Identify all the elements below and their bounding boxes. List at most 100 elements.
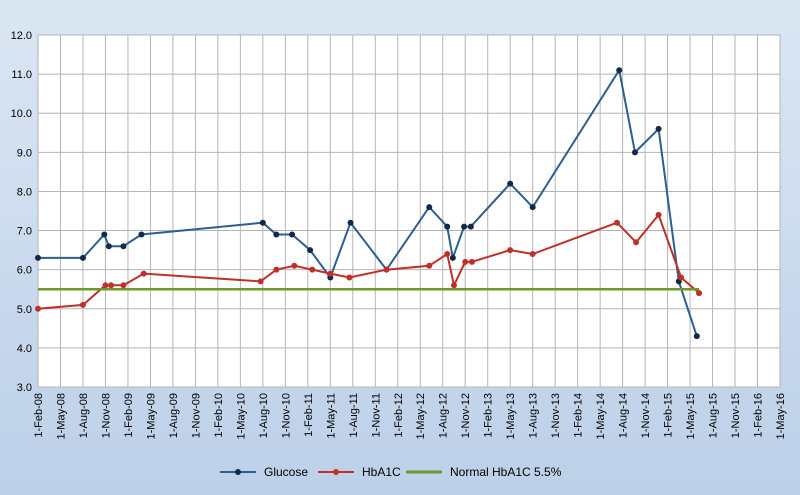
data-point-hba1c: [102, 282, 109, 289]
x-tick-label: 1-Aug-14: [618, 393, 630, 438]
y-tick-label: 8.0: [17, 186, 32, 198]
data-point-hba1c: [327, 270, 334, 277]
series-markers: [35, 67, 703, 340]
data-point-glucose: [655, 125, 662, 132]
y-tick-label: 11.0: [11, 69, 32, 81]
y-tick-label: 6.0: [17, 265, 32, 277]
data-point-glucose: [101, 231, 108, 238]
y-tick-label: 4.0: [17, 343, 32, 355]
gridlines: [37, 34, 781, 388]
x-tick-label: 1-Aug-13: [528, 393, 540, 438]
data-point-glucose: [307, 247, 314, 254]
data-point-hba1c: [655, 211, 662, 218]
x-tick-label: 1-May-08: [55, 393, 67, 439]
x-tick-label: 1-Feb-11: [303, 393, 315, 437]
legend-swatch-normal-hba1c: [406, 470, 442, 474]
x-tick-label: 1-Aug-08: [78, 393, 90, 438]
data-point-glucose: [444, 223, 451, 230]
legend-label-glucose: Glucose: [264, 465, 309, 479]
legend-swatch-hba1c: [318, 469, 354, 475]
x-tick-label: 1-Aug-15: [708, 393, 720, 438]
x-tick-label: 1-Feb-08: [33, 393, 45, 438]
y-tick-label: 7.0: [17, 226, 32, 238]
data-point-hba1c: [468, 258, 475, 265]
y-tick-label: 9.0: [17, 147, 32, 159]
x-tick-label: 1-Nov-09: [190, 393, 202, 438]
x-tick-label: 1-Nov-13: [550, 393, 562, 438]
x-tick-label: 1-Aug-11: [348, 393, 360, 437]
y-tick-label: 12.0: [11, 30, 32, 42]
chart-legend: Glucose HbA1C Normal HbA1C 5.5%: [0, 460, 800, 484]
data-point-hba1c: [383, 266, 390, 273]
data-point-glucose: [616, 67, 623, 74]
data-point-hba1c: [529, 251, 536, 258]
data-point-hba1c: [108, 282, 115, 289]
legend-swatch-glucose: [220, 469, 256, 475]
data-point-hba1c: [426, 262, 433, 269]
x-tick-label: 1-Feb-14: [573, 393, 585, 438]
x-tick-label: 1-May-09: [145, 393, 157, 439]
x-tick-label: 1-Nov-14: [640, 393, 652, 438]
data-point-hba1c: [613, 219, 620, 226]
data-point-hba1c: [79, 301, 86, 308]
data-point-hba1c: [140, 270, 147, 277]
data-point-glucose: [461, 223, 468, 230]
data-point-glucose: [631, 149, 638, 156]
data-point-hba1c: [346, 274, 353, 281]
data-point-glucose: [289, 231, 296, 238]
data-point-glucose: [426, 204, 433, 211]
legend-label-hba1c: HbA1C: [362, 465, 401, 479]
x-axis-ticks: 1-Feb-08 1-May-08 1-Aug-08 1-Nov-08 1-Feb-09…: [33, 393, 787, 439]
x-tick-label: 1-May-16: [775, 393, 787, 439]
legend-label-normal-hba1c: Normal HbA1C 5.5%: [450, 465, 562, 479]
x-tick-label: 1-Feb-09: [123, 393, 135, 438]
x-tick-label: 1-Feb-15: [663, 393, 675, 438]
x-tick-label: 1-May-13: [505, 393, 517, 439]
data-point-hba1c: [257, 278, 264, 285]
data-point-hba1c: [444, 251, 451, 258]
y-tick-label: 3.0: [17, 382, 32, 394]
x-tick-label: 1-Feb-16: [753, 393, 765, 438]
x-tick-label: 1-May-12: [415, 393, 427, 439]
data-point-hba1c: [678, 274, 685, 281]
data-point-hba1c: [273, 266, 280, 273]
plot-area: [37, 34, 781, 388]
data-point-glucose: [529, 204, 536, 211]
data-point-hba1c: [291, 262, 298, 269]
data-point-hba1c: [309, 266, 316, 273]
data-point-glucose: [273, 231, 280, 238]
data-point-glucose: [507, 180, 514, 187]
x-tick-label: 1-May-11: [325, 393, 337, 439]
x-tick-label: 1-Nov-11: [370, 393, 382, 437]
x-tick-label: 1-Nov-08: [100, 393, 112, 438]
data-point-hba1c: [120, 282, 127, 289]
y-axis-ticks: 3.0 4.0 5.0 6.0 7.0 8.0 9.0 10.0 11.0 12.0: [11, 30, 32, 394]
data-point-glucose: [79, 254, 86, 261]
x-tick-label: 1-Feb-12: [393, 393, 405, 438]
data-point-glucose: [138, 231, 145, 238]
data-point-glucose: [449, 254, 456, 261]
x-tick-label: 1-Nov-12: [460, 393, 472, 438]
x-tick-label: 1-Feb-10: [213, 393, 225, 438]
data-point-glucose: [120, 243, 127, 250]
data-point-glucose: [35, 254, 41, 261]
data-point-glucose: [347, 219, 354, 226]
data-point-glucose: [467, 223, 474, 230]
x-tick-label: 1-May-15: [685, 393, 697, 439]
data-point-hba1c: [35, 305, 41, 312]
x-tick-label: 1-Nov-10: [280, 393, 292, 438]
data-point-hba1c: [696, 290, 703, 297]
data-point-hba1c: [633, 239, 640, 246]
data-point-hba1c: [507, 247, 514, 254]
x-tick-label: 1-Nov-15: [730, 393, 742, 438]
data-point-glucose: [693, 333, 700, 340]
y-tick-label: 10.0: [11, 108, 32, 120]
x-tick-label: 1-Aug-10: [258, 393, 270, 438]
x-tick-label: 1-Feb-13: [483, 393, 495, 438]
x-tick-label: 1-Aug-12: [438, 393, 450, 438]
x-tick-label: 1-May-14: [595, 393, 607, 439]
x-tick-label: 1-Aug-09: [168, 393, 180, 438]
x-tick-label: 1-May-10: [235, 393, 247, 439]
y-tick-label: 5.0: [17, 304, 32, 316]
